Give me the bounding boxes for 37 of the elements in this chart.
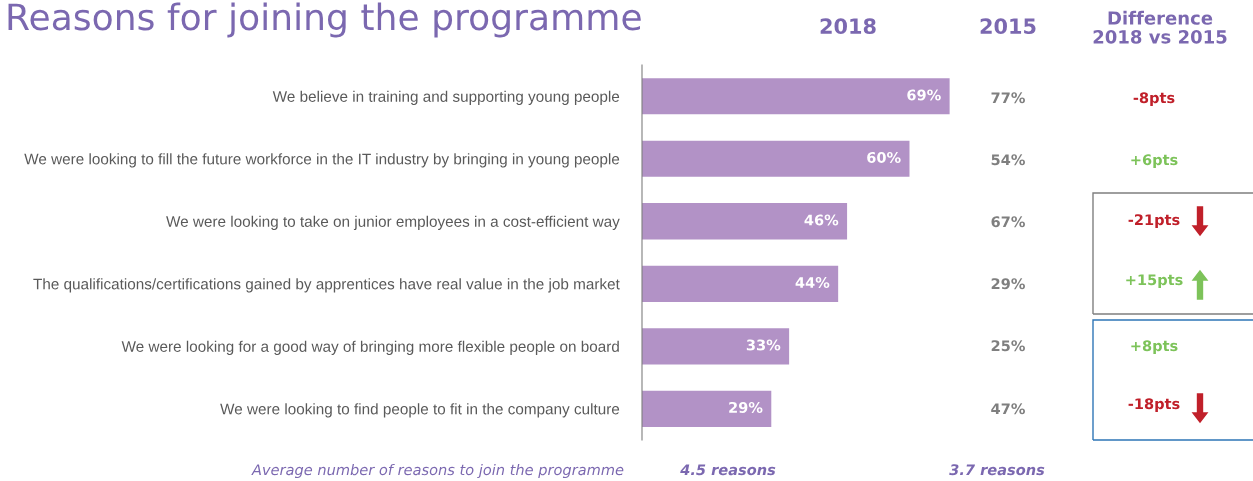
bar bbox=[642, 78, 950, 115]
y-tick-label: We were looking for a good way of bringing more flexible people on board bbox=[121, 340, 619, 355]
data-label: 33% bbox=[746, 339, 781, 351]
bar bbox=[642, 140, 910, 177]
text: 2015 bbox=[980, 18, 1036, 35]
text: 54% bbox=[991, 154, 1025, 166]
text: +6pts bbox=[1131, 154, 1178, 169]
data-label: 46% bbox=[804, 214, 839, 226]
bar bbox=[642, 328, 790, 365]
text: Difference 2018 vs 2015 bbox=[1093, 10, 1227, 44]
y-tick-label: We believe in training and supporting young people bbox=[272, 90, 620, 105]
text: -8pts bbox=[1133, 92, 1175, 107]
text: -21pts bbox=[1128, 214, 1180, 229]
text: 67% bbox=[991, 216, 1025, 228]
text: +15pts bbox=[1126, 274, 1183, 289]
y-tick-label: The qualifications/certifications gained by apprentices have real value in the job market bbox=[33, 278, 620, 293]
y-tick-label: We were looking to take on junior employees in a cost-efficient way bbox=[166, 215, 620, 230]
text: 4.5 reasons bbox=[680, 464, 776, 476]
bar bbox=[642, 390, 772, 427]
text: Reasons for joining the programme bbox=[8, 2, 641, 38]
y-tick-label: We were looking to fill the future workforce in the IT industry by bringing in young people bbox=[24, 153, 620, 168]
data-label: 69% bbox=[907, 89, 941, 101]
y-tick-label: We were looking to find people to fit in the company culture bbox=[220, 403, 620, 418]
text: 3.7 reasons bbox=[949, 464, 1045, 476]
bar bbox=[642, 265, 839, 302]
text: 25% bbox=[991, 340, 1025, 352]
text: -18pts bbox=[1128, 398, 1180, 413]
data-label: 44% bbox=[795, 276, 830, 288]
text: 47% bbox=[991, 403, 1025, 415]
data-label: 60% bbox=[867, 151, 901, 163]
text: Average number of reasons to join the programme bbox=[251, 463, 624, 479]
text: 77% bbox=[991, 92, 1025, 104]
bar bbox=[642, 203, 848, 240]
text: 2018 bbox=[820, 18, 876, 35]
data-label: 29% bbox=[729, 401, 763, 413]
text: +8pts bbox=[1131, 340, 1178, 355]
text: 29% bbox=[991, 278, 1025, 290]
